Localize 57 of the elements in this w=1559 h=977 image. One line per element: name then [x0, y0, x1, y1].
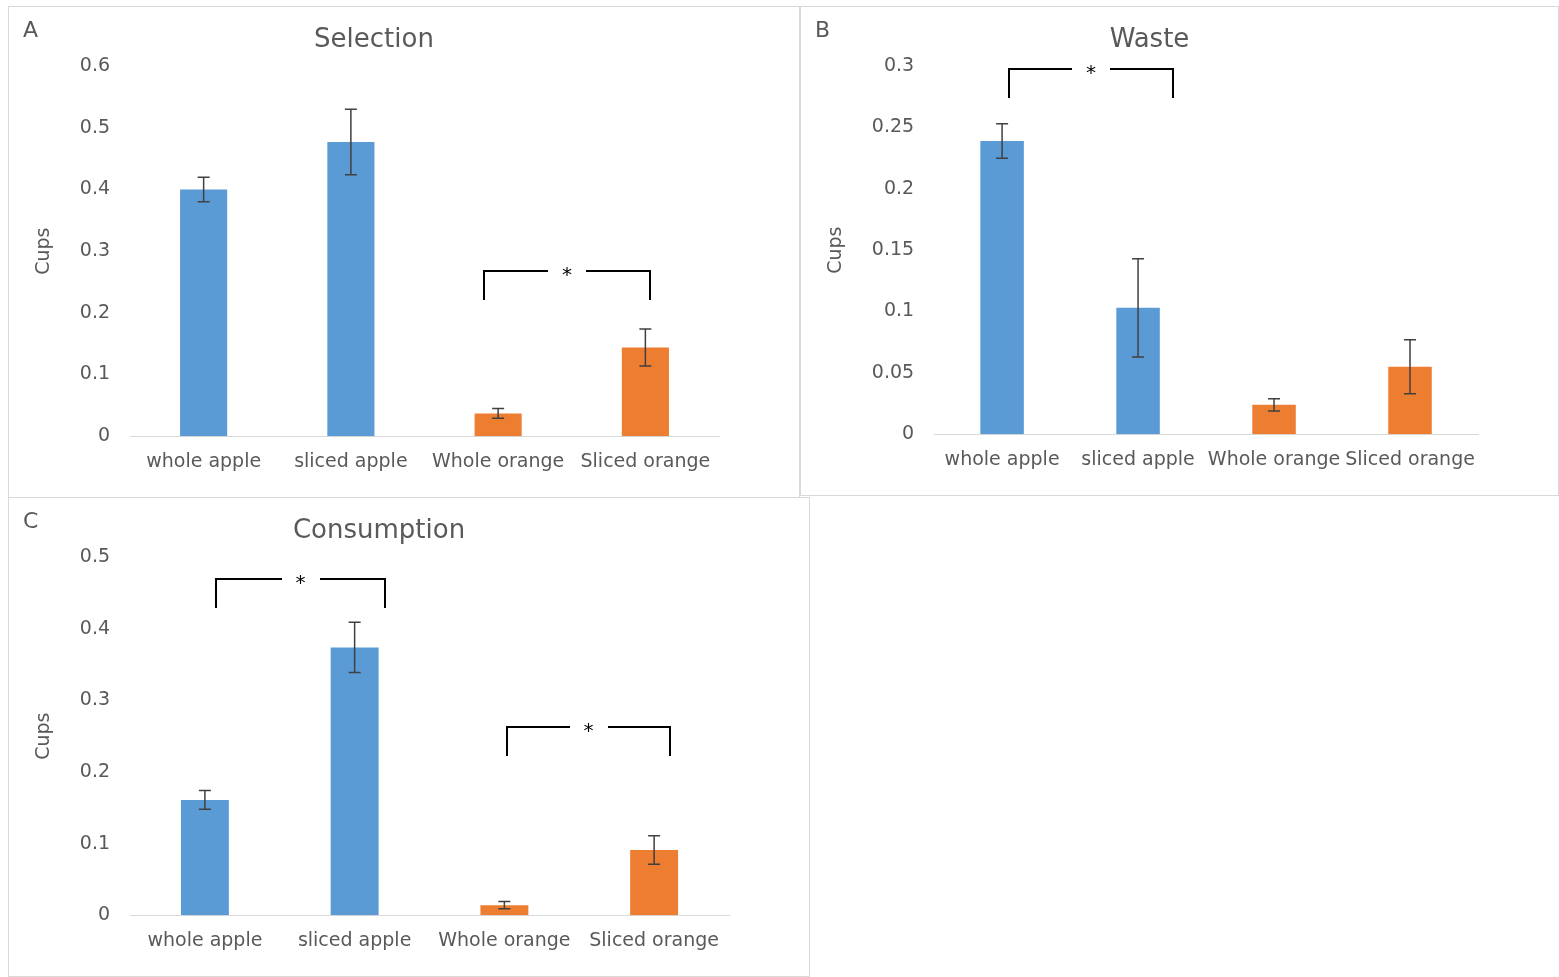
bar	[330, 647, 379, 916]
bar	[180, 799, 229, 916]
x-tick-label: Sliced orange	[589, 927, 719, 950]
y-tick-label: 0.5	[79, 544, 111, 567]
chart-title: Selection	[314, 23, 434, 54]
chart-title: Consumption	[292, 514, 466, 545]
y-tick-label: 0.25	[871, 114, 915, 137]
y-tick-label: 0	[97, 902, 111, 925]
bar	[480, 905, 529, 916]
y-tick-label: 0.4	[79, 615, 111, 638]
bar	[621, 347, 669, 437]
y-tick-label: 0.15	[871, 237, 915, 260]
bar	[1116, 307, 1160, 435]
y-tick-label: 0.5	[79, 114, 111, 137]
x-tick-label: Whole orange	[431, 448, 565, 471]
y-tick-label: 0.2	[883, 175, 915, 198]
y-tick-label: 0.3	[79, 238, 111, 261]
y-tick-label: 0.6	[79, 53, 111, 76]
y-tick-label: 0.3	[883, 53, 915, 76]
y-axis-title: Cups	[31, 712, 54, 760]
bar	[180, 189, 228, 437]
y-tick-label: 0.1	[79, 830, 111, 853]
y-tick-label: 0.2	[79, 758, 111, 781]
bar	[980, 141, 1024, 435]
bar	[1252, 404, 1296, 435]
annotation: *	[281, 569, 320, 594]
x-tick-label: sliced apple	[294, 448, 408, 471]
text: C	[23, 508, 39, 533]
annotation: *	[569, 717, 608, 742]
y-axis-title: Cups	[823, 226, 846, 274]
bar	[630, 850, 679, 916]
text: B	[815, 17, 831, 42]
annotation: *	[548, 261, 586, 286]
bar	[1388, 366, 1432, 435]
x-tick-label: sliced apple	[1081, 446, 1195, 469]
y-tick-label: 0.1	[79, 361, 111, 384]
y-tick-label: 0	[97, 423, 111, 446]
x-tick-label: Sliced orange	[1345, 446, 1475, 469]
y-axis-title: Cups	[31, 227, 54, 275]
y-tick-label: 0.1	[883, 298, 915, 321]
y-tick-label: 0.2	[79, 299, 111, 322]
y-tick-label: 0.4	[79, 176, 111, 199]
y-tick-label: 0.05	[871, 359, 915, 382]
x-tick-label: Whole orange	[1207, 446, 1341, 469]
y-tick-label: 0	[902, 421, 915, 444]
x-tick-label: whole apple	[944, 446, 1060, 469]
bar	[474, 413, 522, 437]
x-tick-label: Sliced orange	[580, 448, 711, 471]
x-tick-label: sliced apple	[297, 927, 412, 950]
bar	[327, 142, 375, 437]
x-tick-label: whole apple	[146, 448, 262, 471]
x-tick-label: whole apple	[147, 927, 263, 950]
annotation: *	[1072, 59, 1110, 84]
x-tick-label: Whole orange	[438, 927, 571, 950]
text: A	[23, 17, 39, 42]
chart-title: Waste	[1109, 23, 1190, 54]
y-tick-label: 0.3	[79, 687, 111, 710]
